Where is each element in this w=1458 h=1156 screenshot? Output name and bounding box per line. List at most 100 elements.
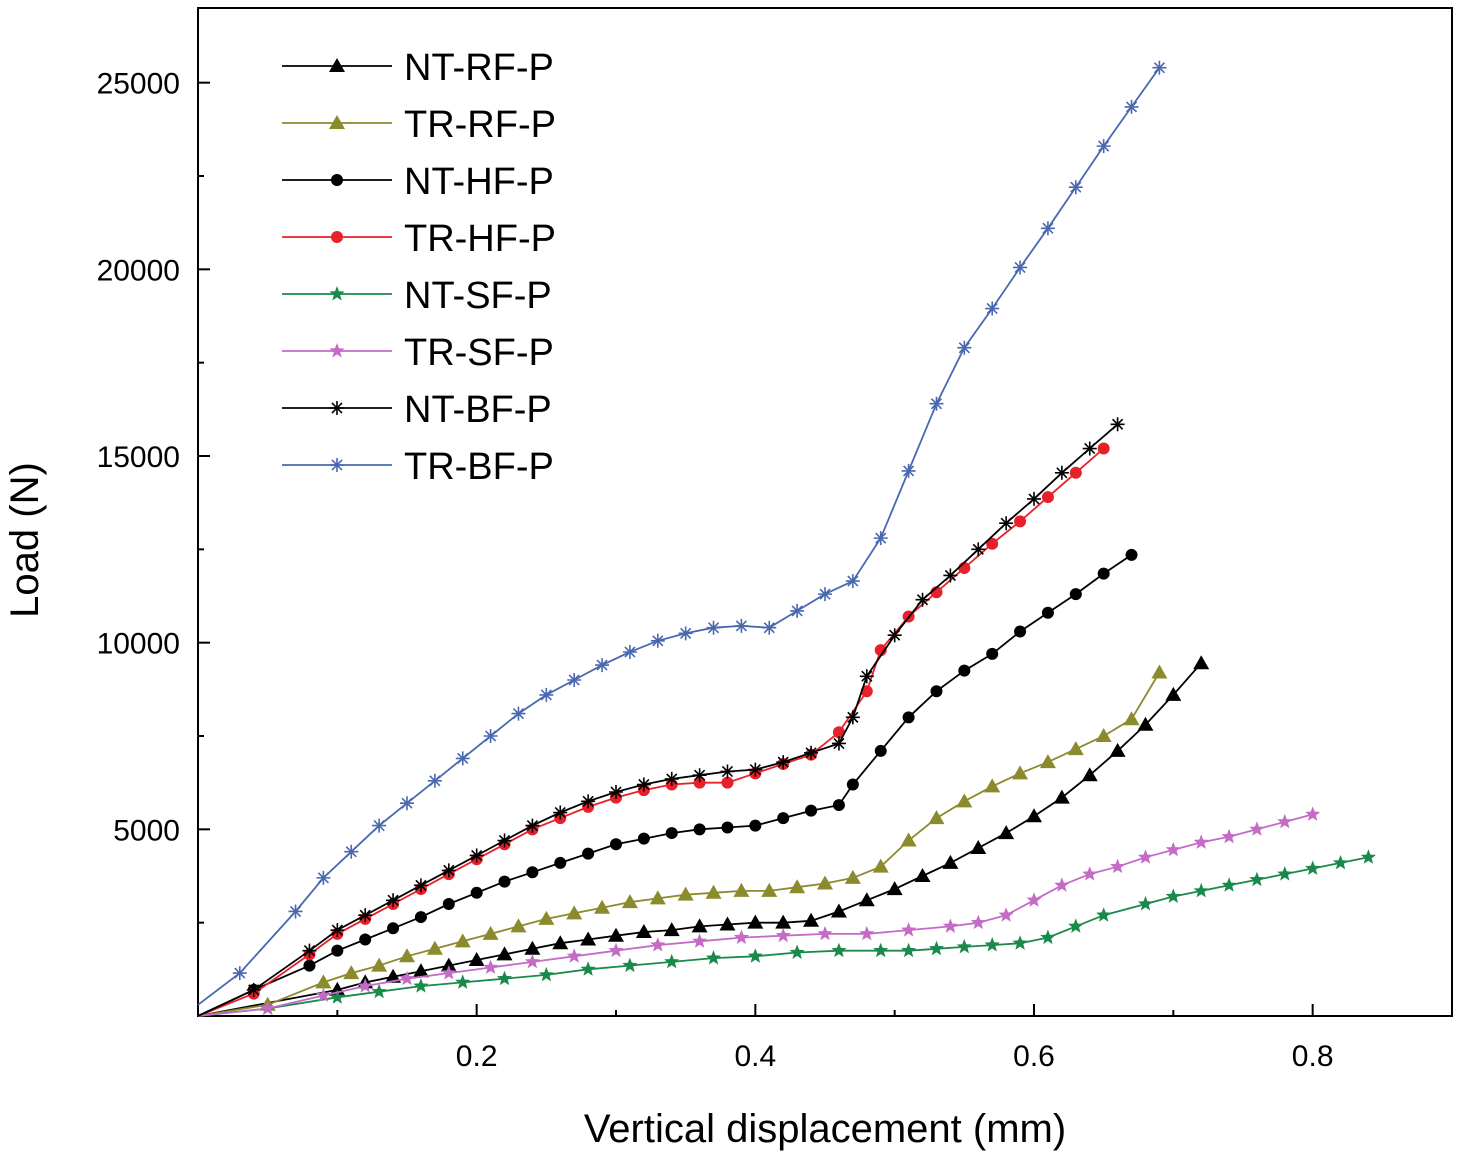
data-point-TR-BF-P-19 [762, 620, 777, 635]
data-point-NT-SF-P-20 [1012, 935, 1028, 950]
data-point-TR-BF-P-10 [511, 706, 526, 721]
data-point-NT-RF-P-18 [803, 912, 820, 927]
legend-item-TR-BF-P: TR-BF-P [282, 446, 554, 488]
y-tick-label-1: 10000 [97, 628, 180, 661]
data-point-NT-BF-P-6 [413, 878, 428, 893]
axes: 0.2 0.4 0.6 0.8 5000 10000 15000 20000 25000 [97, 68, 1453, 1073]
data-point-TR-SF-P-27 [1221, 828, 1237, 844]
data-point-TR-RF-P-3 [343, 965, 360, 980]
data-point-TR-RF-P-22 [872, 858, 889, 873]
data-point-NT-RF-P-4 [412, 963, 429, 978]
data-point-NT-SF-P-32 [1360, 849, 1376, 864]
data-point-TR-BF-P-12 [567, 673, 582, 687]
data-point-NT-SF-P-12 [747, 948, 763, 963]
series-NT-RF-P [197, 655, 1210, 1017]
data-point-NT-SF-P-25 [1165, 888, 1181, 903]
data-point-NT-BF-P-15 [664, 771, 679, 786]
data-point-NT-RF-P-31 [1165, 686, 1182, 701]
data-point-TR-HF-P-29 [1041, 491, 1054, 504]
data-point-NT-BF-P-18 [748, 762, 763, 777]
data-point-NT-RF-P-22 [914, 868, 931, 882]
data-point-TR-BF-P-28 [1013, 260, 1028, 275]
data-point-TR-SF-P-16 [901, 922, 917, 937]
data-point-NT-HF-P-14 [637, 832, 650, 845]
data-point-NT-BF-P-30 [1054, 465, 1069, 480]
data-point-TR-RF-P-26 [984, 778, 1001, 793]
legend-marker-NT-HF-P [331, 174, 343, 186]
data-point-TR-SF-P-7 [524, 953, 540, 969]
data-point-TR-HF-P-23 [874, 644, 887, 657]
legend-item-NT-BF-P: NT-BF-P [282, 389, 552, 431]
data-point-TR-RF-P-17 [733, 882, 750, 897]
data-point-TR-RF-P-16 [705, 884, 722, 899]
data-point-TR-SF-P-17 [942, 918, 958, 933]
data-point-NT-BF-P-17 [720, 764, 735, 779]
data-point-TR-SF-P-12 [733, 929, 749, 945]
y-axis-title: Load (N) [3, 462, 47, 618]
data-point-NT-BF-P-4 [358, 908, 373, 923]
data-point-NT-RF-P-14 [691, 918, 708, 933]
data-point-NT-BF-P-21 [831, 736, 846, 751]
data-point-NT-SF-P-13 [789, 944, 805, 959]
data-point-TR-BF-P-15 [650, 633, 665, 648]
data-point-TR-BF-P-20 [790, 603, 805, 618]
legend-marker-TR-SF-P [329, 343, 345, 358]
data-point-TR-HF-P-21 [832, 726, 845, 739]
data-point-NT-SF-P-26 [1193, 882, 1209, 898]
data-point-TR-SF-P-28 [1249, 821, 1265, 836]
data-point-NT-SF-P-23 [1096, 907, 1112, 922]
series-line-NT-BF-P [197, 423, 1119, 1017]
data-point-TR-SF-P-4 [399, 970, 415, 986]
data-point-NT-BF-P-27 [971, 542, 986, 557]
series-TR-RF-P [197, 664, 1168, 1017]
data-point-TR-RF-P-8 [482, 925, 499, 940]
data-point-TR-BF-P-26 [957, 340, 972, 355]
data-point-TR-HF-P-28 [1014, 515, 1027, 528]
data-point-NT-BF-P-7 [441, 863, 456, 878]
data-point-NT-BF-P-29 [1027, 491, 1041, 506]
data-point-TR-RF-P-5 [399, 948, 415, 963]
data-point-TR-HF-P-27 [986, 537, 999, 550]
data-point-TR-RF-P-12 [594, 899, 611, 914]
data-point-NT-HF-P-7 [442, 898, 455, 910]
legend-marker-TR-BF-P [330, 458, 344, 472]
legend-marker-TR-HF-P [331, 231, 343, 243]
data-point-TR-RF-P-19 [789, 879, 806, 894]
data-point-NT-RF-P-23 [942, 854, 959, 869]
series-line-TR-BF-P [197, 67, 1161, 1006]
data-point-TR-RF-P-20 [817, 875, 833, 890]
data-point-NT-SF-P-24 [1137, 896, 1154, 911]
data-point-NT-HF-P-17 [721, 821, 734, 834]
data-point-NT-HF-P-12 [582, 847, 595, 860]
data-point-TR-SF-P-11 [692, 933, 708, 948]
data-point-NT-HF-P-20 [805, 804, 818, 817]
data-point-NT-BF-P-14 [636, 777, 651, 792]
data-point-TR-HF-P-16 [693, 776, 706, 789]
data-point-NT-HF-P-27 [986, 647, 999, 660]
data-point-TR-SF-P-6 [483, 959, 499, 974]
data-point-NT-SF-P-27 [1221, 877, 1237, 892]
plot-area [197, 7, 1453, 1017]
data-point-TR-BF-P-33 [1152, 60, 1167, 75]
data-point-NT-RF-P-8 [524, 940, 541, 955]
legend-label-NT-BF-P: NT-BF-P [404, 389, 552, 431]
data-point-NT-BF-P-11 [553, 805, 568, 820]
data-point-TR-HF-P-17 [721, 776, 734, 789]
data-point-TR-SF-P-5 [441, 965, 457, 980]
data-point-NT-HF-P-30 [1069, 588, 1082, 601]
data-point-TR-RF-P-2 [315, 974, 332, 989]
data-point-TR-BF-P-21 [818, 587, 832, 602]
data-point-NT-HF-P-18 [749, 819, 762, 832]
data-point-NT-HF-P-5 [387, 922, 400, 935]
data-point-NT-RF-P-25 [998, 825, 1015, 840]
data-point-TR-SF-P-14 [817, 925, 833, 941]
data-point-NT-RF-P-17 [775, 914, 792, 929]
data-point-TR-HF-P-22 [860, 685, 873, 698]
legend-marker-NT-BF-P [330, 401, 344, 415]
data-point-TR-RF-P-6 [426, 940, 443, 955]
data-point-TR-SF-P-29 [1277, 813, 1293, 829]
data-point-TR-SF-P-20 [1026, 892, 1042, 907]
legend-label-TR-HF-P: TR-HF-P [404, 218, 556, 260]
data-point-NT-RF-P-19 [830, 903, 847, 918]
